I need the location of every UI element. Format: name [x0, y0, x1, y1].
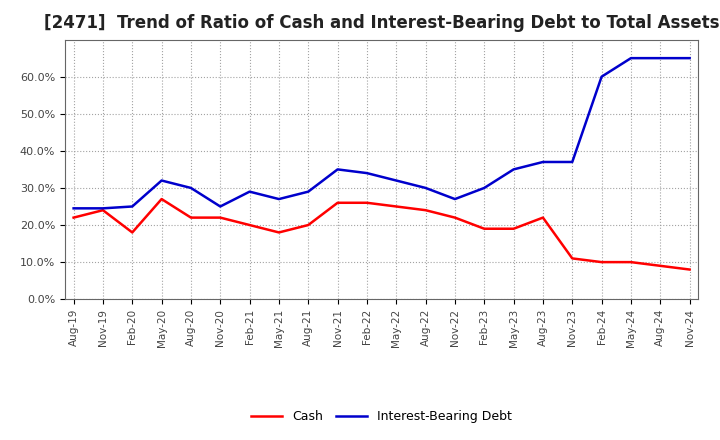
Cash — [480, 226, 489, 231]
Cash — [451, 215, 459, 220]
Cash — [333, 200, 342, 205]
Cash — [685, 267, 694, 272]
Interest-Bearing Debt — [157, 178, 166, 183]
Interest-Bearing Debt — [626, 55, 635, 61]
Interest-Bearing Debt — [656, 55, 665, 61]
Cash — [99, 208, 107, 213]
Interest-Bearing Debt — [274, 196, 283, 202]
Cash — [421, 208, 430, 213]
Interest-Bearing Debt — [246, 189, 254, 194]
Interest-Bearing Debt — [363, 170, 372, 176]
Cash — [246, 222, 254, 227]
Interest-Bearing Debt — [392, 178, 400, 183]
Cash — [509, 226, 518, 231]
Legend: Cash, Interest-Bearing Debt: Cash, Interest-Bearing Debt — [246, 405, 517, 428]
Interest-Bearing Debt — [539, 159, 547, 165]
Cash — [274, 230, 283, 235]
Cash — [626, 260, 635, 265]
Interest-Bearing Debt — [480, 185, 489, 191]
Cash — [128, 230, 137, 235]
Cash — [363, 200, 372, 205]
Interest-Bearing Debt — [451, 196, 459, 202]
Cash — [598, 260, 606, 265]
Interest-Bearing Debt — [421, 185, 430, 191]
Cash — [392, 204, 400, 209]
Interest-Bearing Debt — [186, 185, 195, 191]
Interest-Bearing Debt — [69, 205, 78, 211]
Interest-Bearing Debt — [128, 204, 137, 209]
Interest-Bearing Debt — [598, 74, 606, 79]
Line: Cash: Cash — [73, 199, 690, 270]
Cash — [656, 263, 665, 268]
Cash — [186, 215, 195, 220]
Title: [2471]  Trend of Ratio of Cash and Interest-Bearing Debt to Total Assets: [2471] Trend of Ratio of Cash and Intere… — [44, 15, 719, 33]
Cash — [568, 256, 577, 261]
Interest-Bearing Debt — [568, 159, 577, 165]
Cash — [69, 215, 78, 220]
Line: Interest-Bearing Debt: Interest-Bearing Debt — [73, 58, 690, 208]
Interest-Bearing Debt — [685, 55, 694, 61]
Interest-Bearing Debt — [99, 205, 107, 211]
Cash — [157, 196, 166, 202]
Interest-Bearing Debt — [509, 167, 518, 172]
Cash — [539, 215, 547, 220]
Cash — [216, 215, 225, 220]
Interest-Bearing Debt — [333, 167, 342, 172]
Cash — [304, 222, 312, 227]
Interest-Bearing Debt — [216, 204, 225, 209]
Interest-Bearing Debt — [304, 189, 312, 194]
